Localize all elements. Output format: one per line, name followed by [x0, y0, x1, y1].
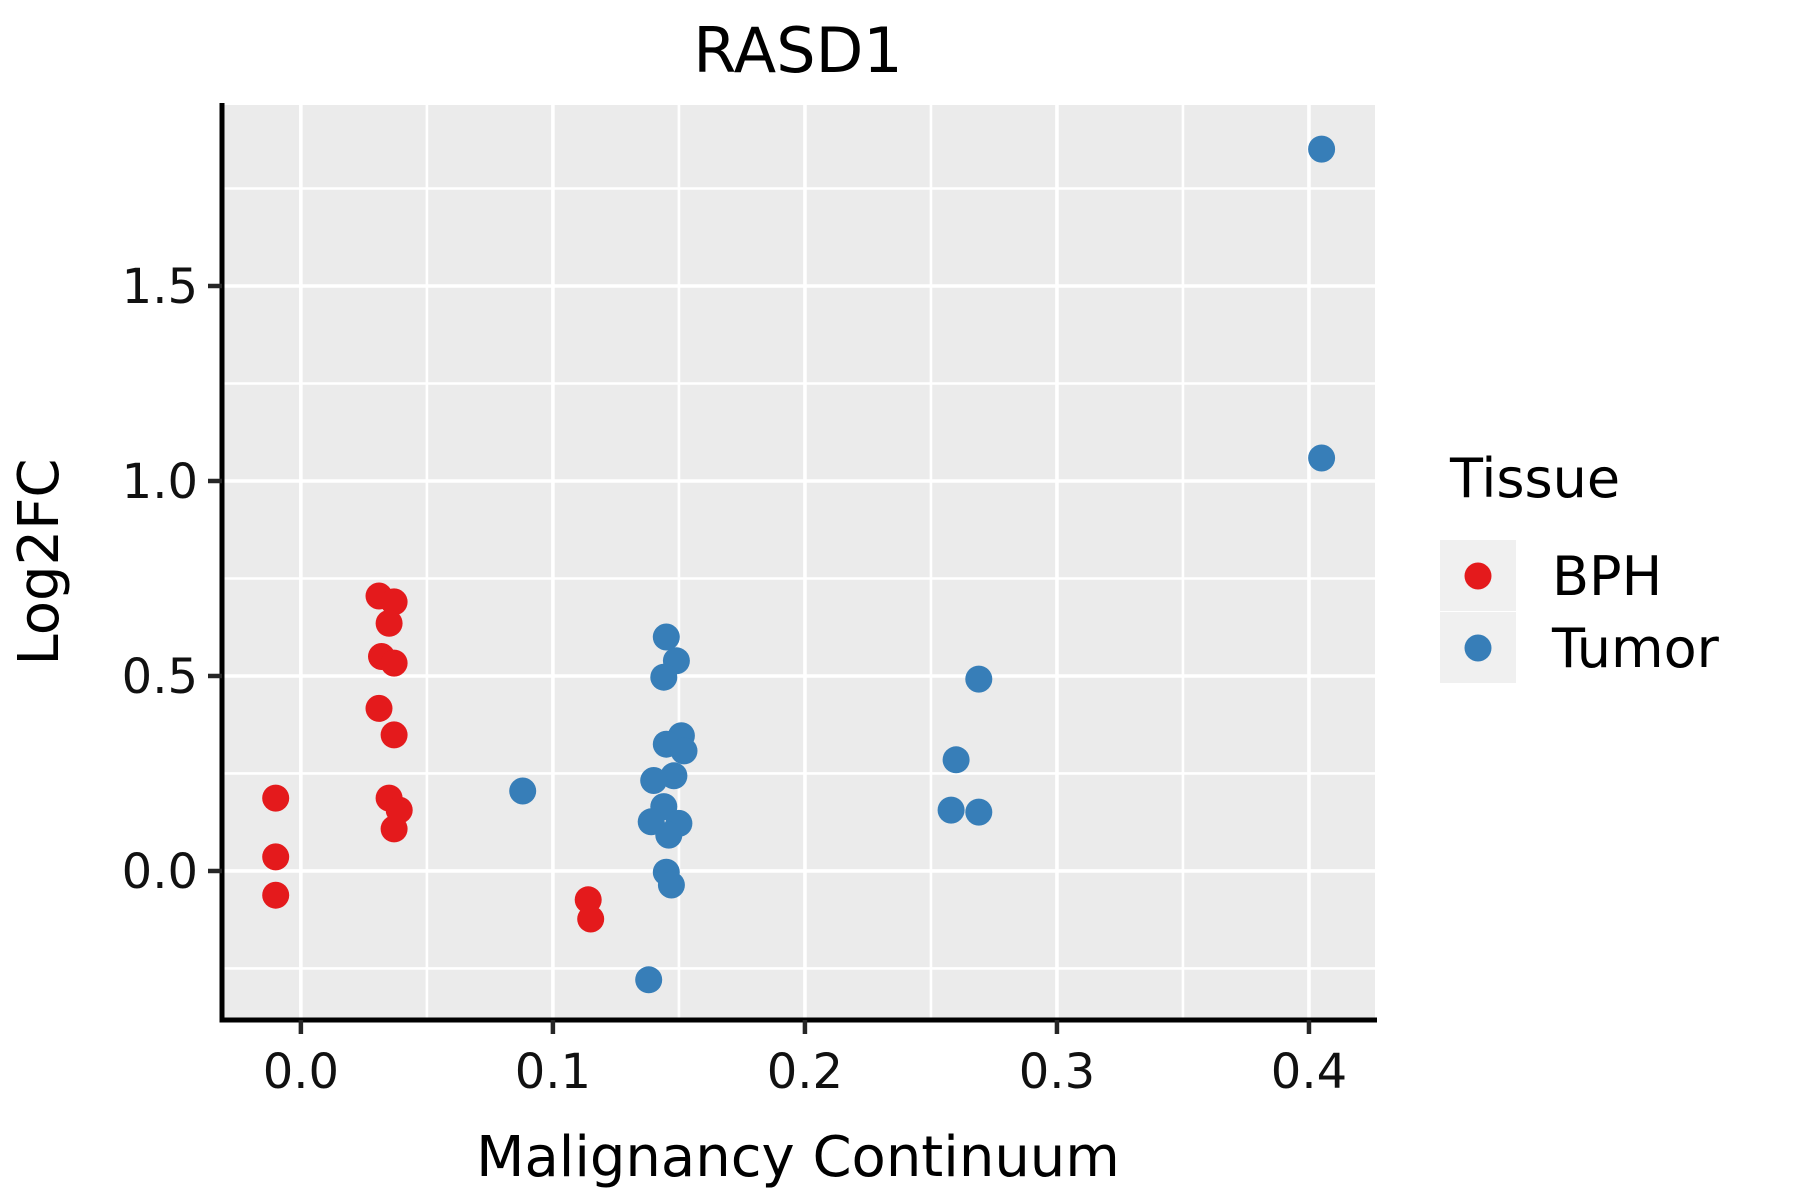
data-point-tumor — [965, 665, 993, 693]
x-tick-label: 0.3 — [1019, 1044, 1095, 1100]
data-point-bph — [262, 881, 290, 909]
gridlines-minor — [222, 105, 1375, 1020]
data-point-tumor — [670, 737, 698, 765]
data-point-bph — [380, 649, 408, 677]
y-axis-title: Log2FC — [7, 459, 72, 666]
chart-title: RASD1 — [693, 14, 903, 87]
data-point-tumor — [660, 762, 688, 790]
data-point-tumor — [1308, 444, 1336, 472]
legend-swatch-bph — [1464, 562, 1492, 590]
legend-label-bph: BPH — [1552, 545, 1662, 608]
x-tick-label: 0.4 — [1271, 1044, 1347, 1100]
data-point-tumor — [655, 821, 683, 849]
x-tick-label: 0.1 — [515, 1044, 591, 1100]
legend: Tissue BPH Tumor — [1440, 447, 1720, 683]
data-point-bph — [380, 815, 408, 843]
gridlines-major — [222, 105, 1375, 1020]
data-point-tumor — [1308, 135, 1336, 163]
plot-panel — [222, 105, 1375, 1020]
data-point-bph — [365, 694, 393, 722]
data-point-bph — [577, 905, 605, 933]
axis-tick-marks — [208, 283, 1312, 1034]
data-point-bph — [380, 721, 408, 749]
scatter-points — [262, 135, 1336, 994]
data-point-tumor — [509, 777, 537, 805]
data-point-tumor — [652, 623, 680, 651]
axis-tick-labels: 0.0 0.1 0.2 0.3 0.4 0.0 0.5 1.0 1.5 — [122, 259, 1347, 1100]
legend-title: Tissue — [1449, 447, 1620, 510]
y-tick-label: 0.5 — [122, 649, 198, 705]
x-tick-label: 0.2 — [767, 1044, 843, 1100]
x-tick-label: 0.0 — [263, 1044, 339, 1100]
x-axis-title: Malignancy Continuum — [476, 1125, 1120, 1190]
y-tick-label: 1.0 — [122, 454, 198, 510]
data-point-tumor — [650, 663, 678, 691]
data-point-bph — [262, 843, 290, 871]
data-point-bph — [262, 784, 290, 812]
data-point-tumor — [965, 798, 993, 826]
y-tick-label: 1.5 — [122, 259, 198, 315]
data-point-tumor — [657, 871, 685, 899]
data-point-tumor — [937, 796, 965, 824]
data-point-tumor — [942, 746, 970, 774]
data-point-tumor — [640, 767, 668, 794]
legend-entries: BPH Tumor — [1440, 540, 1720, 683]
data-point-tumor — [635, 966, 663, 994]
data-point-bph — [375, 609, 403, 637]
legend-label-tumor: Tumor — [1551, 617, 1720, 680]
legend-swatch-tumor — [1464, 634, 1492, 662]
y-tick-label: 0.0 — [122, 844, 198, 900]
data-point-bph — [380, 588, 408, 616]
